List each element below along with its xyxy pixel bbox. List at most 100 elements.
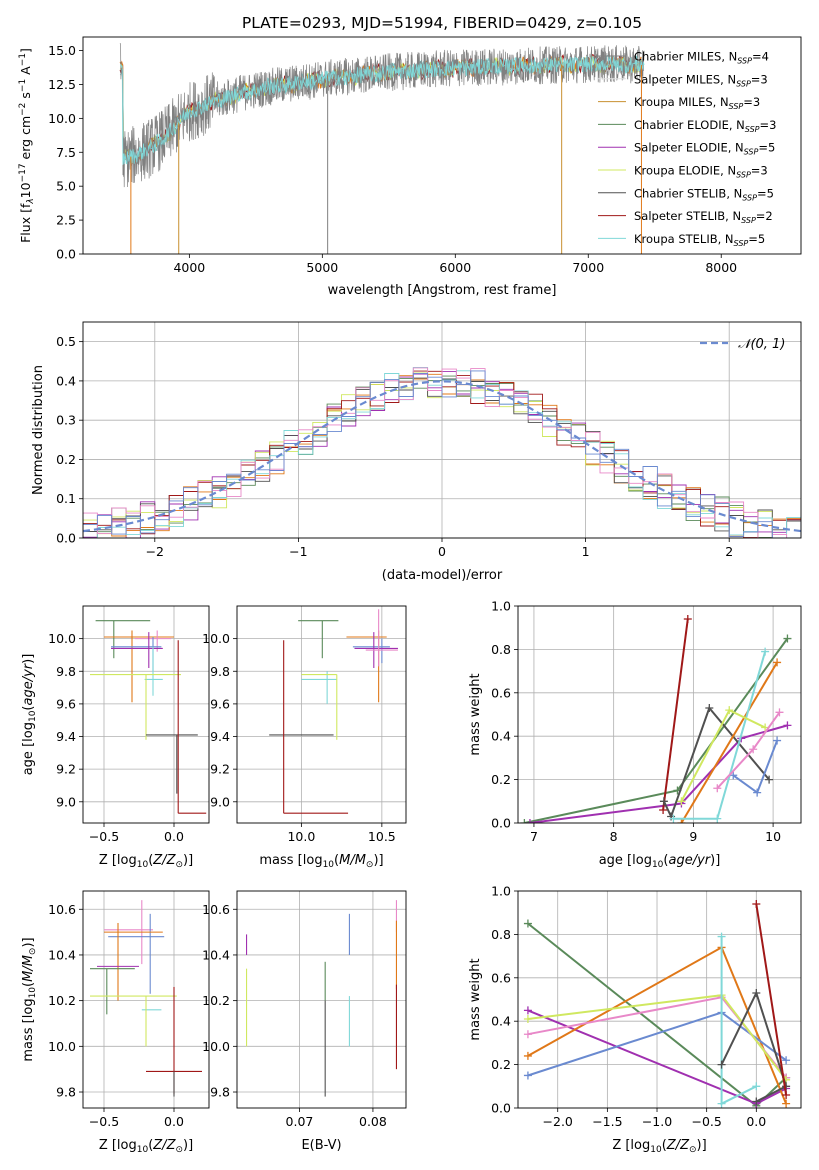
y-tick-label: 0.6: [491, 970, 511, 985]
y-tick-label: 9.2: [56, 762, 76, 777]
legend-label: Salpeter MILES, NSSP=3: [634, 72, 768, 88]
weight-series-line: [680, 661, 778, 823]
y-tick-label: 10.4: [48, 947, 76, 962]
x-axis-label: wavelength [Angstrom, rest frame]: [328, 283, 557, 298]
weight-point-marker: [783, 634, 792, 643]
weight-point-marker: [523, 1051, 532, 1060]
legend-label: Chabrier STELIB, NSSP=5: [634, 186, 774, 202]
weight-point-marker: [773, 736, 782, 745]
y-tick-label: 9.0: [210, 794, 230, 809]
age-vs-mass-panel: 10.0 10.5 9.0 9.2 9.4 9.6 9.8 10.0 mass [log10(M…: [202, 605, 407, 870]
legend-label: Salpeter STELIB, NSSP=2: [634, 209, 773, 225]
y-tick-label: 10.0: [202, 631, 230, 646]
y-tick-label: 0.2: [56, 452, 76, 467]
weight-series-line: [524, 637, 789, 823]
weight-vs-metallicity-panel: −2.0 −1.5 −1.0 −0.5 0.0 0.0 0.2 0.4 0.6 0.8 1.0 Z […: [468, 884, 802, 1155]
weight-point-marker: [752, 1097, 761, 1106]
x-axis-label: age [log10(age/yr)]: [599, 853, 721, 870]
y-axis-label: age [log10(age/yr)]: [21, 654, 38, 776]
x-tick-label: 0.07: [286, 1114, 314, 1129]
y-axis-label: mass weight: [468, 958, 483, 1040]
axes-frame: [82, 321, 802, 539]
weight-line-layer: [520, 615, 792, 823]
weight-series-line: [529, 724, 788, 823]
x-tick-label: 8000: [705, 260, 737, 275]
weight-point-marker: [683, 615, 692, 624]
x-tick-label: 7: [530, 829, 538, 844]
figure-title: PLATE=0293, MJD=51994, FIBERID=0429, z=0…: [242, 14, 642, 32]
histogram-step-line: [83, 370, 801, 538]
y-tick-label: 0.4: [491, 729, 511, 744]
y-tick-label: 0.1: [56, 491, 76, 506]
y-tick-label: 2.5: [56, 213, 76, 228]
y-tick-label: 15.0: [48, 43, 76, 58]
errorbar-layer: [90, 620, 207, 814]
weight-vs-age-panel: 7 8 9 10 0.0 0.2 0.4 0.6 0.8 1.0 age [log10(age/yr…: [468, 599, 802, 870]
axes-frame: [236, 605, 407, 824]
x-tick-label: −0.5: [691, 1114, 721, 1129]
y-tick-label: 9.2: [210, 762, 230, 777]
x-tick-label: 1: [582, 544, 590, 559]
age-vs-metallicity-panel: −0.5 0.0 9.0 9.2 9.4 9.6 9.8 10.0 Z [log10(Z/Z⊙)…: [21, 605, 210, 870]
y-tick-label: 9.4: [210, 729, 230, 744]
y-axis-label: Normed distribution: [31, 365, 46, 495]
weight-line-layer: [523, 900, 791, 1108]
weight-point-marker: [782, 1056, 791, 1065]
weight-point-marker: [523, 919, 532, 928]
mass-vs-extinction-panel: 0.07 0.08 9.8 10.0 10.2 10.4 10.6 E(B-V): [202, 890, 407, 1153]
legend-label: Kroupa STELIB, NSSP=5: [634, 232, 765, 248]
weight-series-line: [662, 618, 689, 811]
weight-point-marker: [523, 1071, 532, 1080]
mass-vs-metallicity-panel: −0.5 0.0 9.8 10.0 10.2 10.4 10.6 Z [log10(Z/Z⊙)…: [21, 890, 210, 1155]
weight-point-marker: [783, 721, 792, 730]
weight-point-marker: [717, 1060, 726, 1069]
spectrum-lines: [119, 43, 645, 254]
x-tick-label: −1.5: [592, 1114, 622, 1129]
weight-point-marker: [773, 658, 782, 667]
y-tick-label: 0.2: [491, 772, 511, 787]
axes-frame: [517, 605, 802, 824]
y-tick-label: 0.8: [491, 642, 511, 657]
y-tick-label: 0.2: [491, 1057, 511, 1072]
y-tick-label: 0.3: [56, 413, 76, 428]
y-tick-label: 1.0: [491, 884, 511, 899]
weight-point-marker: [753, 788, 762, 797]
weight-point-marker: [775, 708, 784, 717]
weight-point-marker: [752, 1082, 761, 1091]
y-tick-label: 0.0: [491, 816, 511, 831]
errorbar-layer: [246, 900, 397, 1097]
y-tick-label: 9.0: [56, 794, 76, 809]
x-axis-label: Z [log10(Z/Z⊙)]: [99, 1138, 193, 1155]
y-tick-label: 9.6: [210, 696, 230, 711]
y-tick-label: 1.0: [491, 599, 511, 614]
axes-frame: [517, 890, 802, 1109]
y-tick-label: 9.6: [56, 696, 76, 711]
axes-frame: [82, 605, 210, 824]
x-tick-label: 10.5: [368, 829, 396, 844]
weight-series-line: [755, 903, 788, 1096]
x-tick-label: −0.5: [89, 829, 119, 844]
weight-point-marker: [765, 775, 774, 784]
y-axis-label: Flux [fλ10−17 erg cm−2 s−1 A−1]: [18, 48, 36, 243]
legend-label: Chabrier ELODIE, NSSP=3: [634, 118, 776, 134]
x-tick-label: 0.0: [164, 1114, 184, 1129]
x-tick-label: 0.0: [164, 829, 184, 844]
weight-point-marker: [761, 647, 770, 656]
x-tick-label: −1: [289, 544, 307, 559]
axes-frame: [236, 890, 407, 1109]
spectrum-panel: 4000 5000 6000 7000 8000 0.0 2.5 5.0 7.5 10.0 12.5…: [18, 36, 802, 298]
x-tick-label: 0: [438, 544, 446, 559]
legend-label: Chabrier MILES, NSSP=4: [634, 50, 769, 66]
legend-label: Kroupa ELODIE, NSSP=3: [634, 164, 768, 180]
x-tick-label: 8: [610, 829, 618, 844]
weight-point-marker: [677, 819, 686, 823]
x-tick-label: 0.08: [359, 1114, 387, 1129]
weight-series-line: [732, 740, 779, 795]
weight-point-marker: [713, 814, 722, 823]
x-tick-label: 9: [689, 829, 697, 844]
y-tick-label: 10.2: [48, 993, 76, 1008]
y-tick-label: 9.8: [56, 664, 76, 679]
residuals-panel: −2 −1 0 1 2 0.0 0.1 0.2 0.3 0.4 0.5 𝒩(0, 1) (data-mo…: [31, 321, 802, 583]
y-tick-label: 0.8: [491, 927, 511, 942]
x-tick-label: 10: [765, 829, 781, 844]
